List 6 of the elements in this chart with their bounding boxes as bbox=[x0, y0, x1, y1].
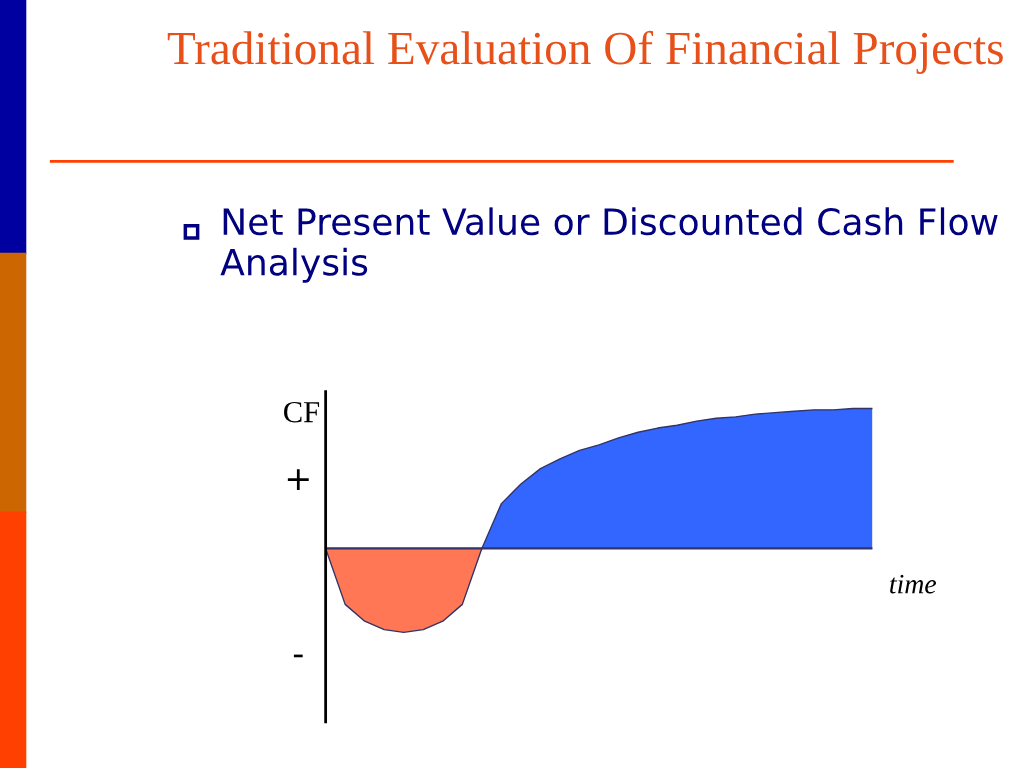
chart-title: Traditional Evaluation Of Financial Projects bbox=[167, 30, 1003, 75]
chart-subtitle: Net Present Value or Discounted Cash Flow Analysis bbox=[220, 207, 998, 283]
y-axis-title: CF bbox=[284, 401, 320, 423]
text: - bbox=[293, 654, 303, 658]
x-axis-title: time bbox=[890, 574, 937, 594]
text: + bbox=[287, 469, 309, 491]
